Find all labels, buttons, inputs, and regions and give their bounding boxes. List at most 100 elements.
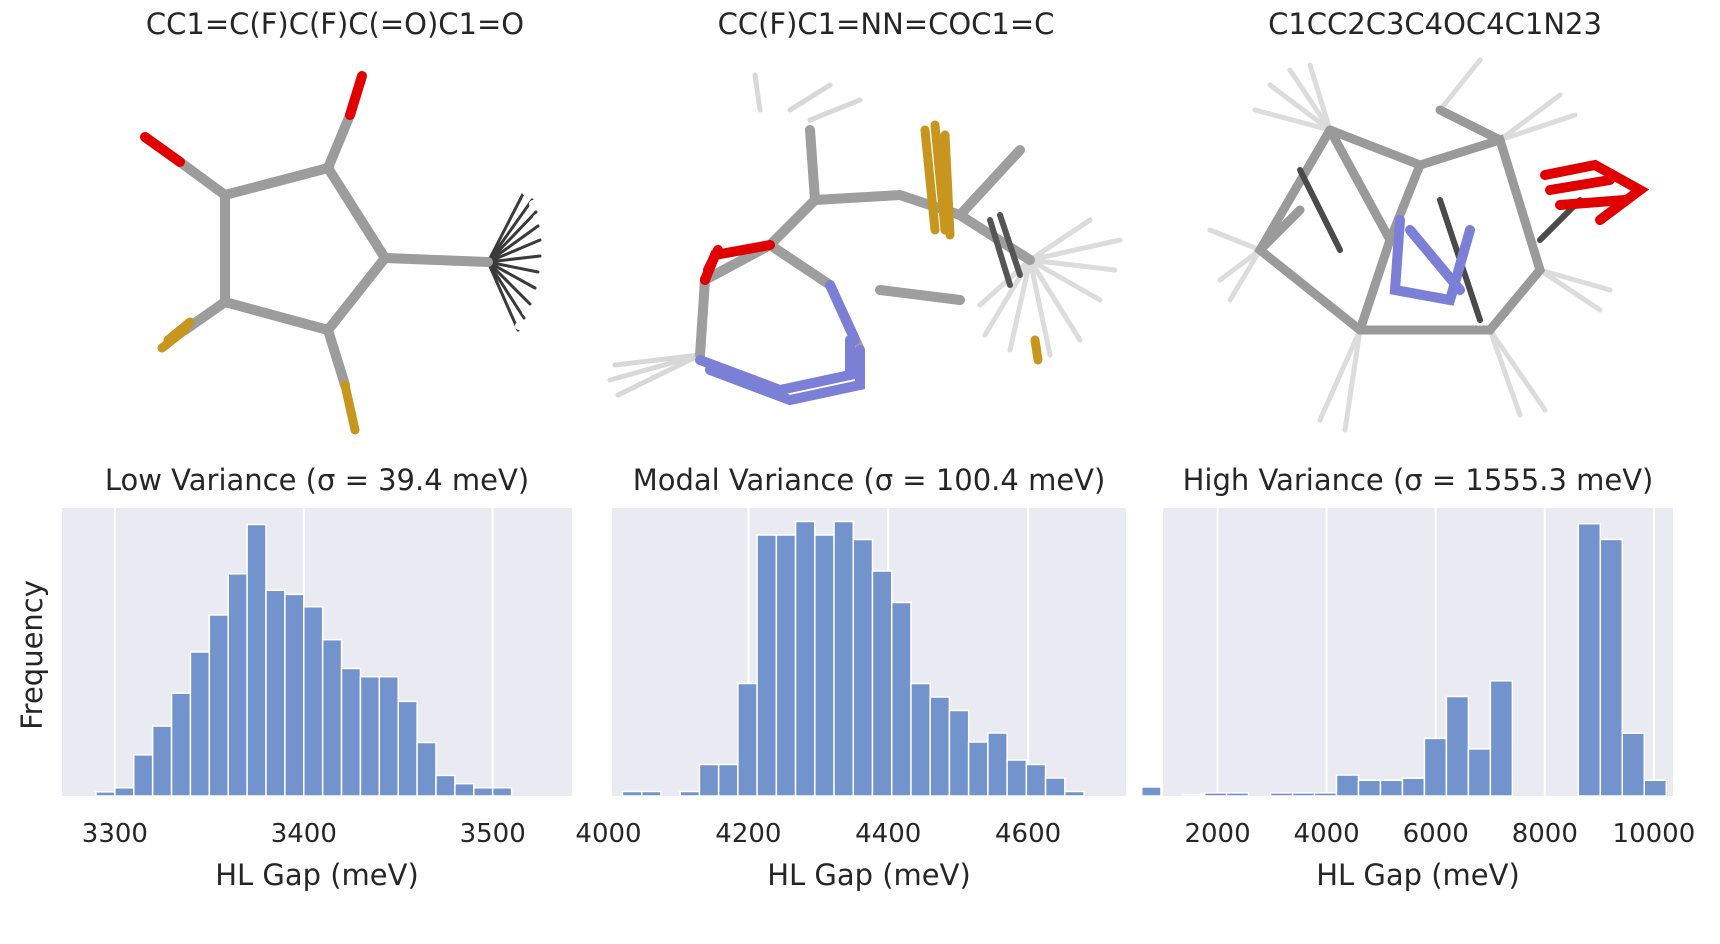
carbon-backbone-dark <box>987 212 1023 288</box>
histogram-bar <box>1379 779 1404 797</box>
histogram-bar <box>1621 732 1646 797</box>
histogram-bar <box>1577 522 1602 797</box>
carbon-backbone <box>1254 105 1546 335</box>
x-tick-label: 4200 <box>715 819 781 849</box>
histogram-bar <box>910 682 931 797</box>
histogram-bar <box>227 573 248 797</box>
histogram-bar <box>1181 793 1206 797</box>
histogram-bar <box>967 741 989 797</box>
histogram-bar <box>948 709 970 797</box>
histogram-bar <box>814 534 835 797</box>
histogram-bar <box>170 692 192 797</box>
histogram-bar <box>987 732 1008 797</box>
nitrogen-bonds <box>1389 215 1475 306</box>
x-tick-label: 4000 <box>575 819 641 849</box>
histogram-bar <box>1203 792 1228 797</box>
x-tick-label: 4400 <box>855 819 921 849</box>
histogram-bar <box>321 638 343 797</box>
fluorine-atoms <box>157 317 360 435</box>
histogram-bar <box>1445 695 1470 797</box>
histogram-bar <box>775 534 797 797</box>
histogram-bar <box>852 538 874 797</box>
histogram-bar <box>679 790 701 797</box>
x-tick-label: 8000 <box>1512 819 1578 849</box>
methyl-hydrogen-fan <box>486 188 542 332</box>
histogram-bar <box>621 790 643 797</box>
histogram-bar <box>265 589 286 797</box>
histogram-bar <box>1291 792 1316 797</box>
histogram-bar <box>208 614 229 797</box>
histogram-bar <box>435 774 456 797</box>
hydrogen-spray <box>1207 57 1613 433</box>
chart-title: Low Variance (σ = 39.4 meV) <box>105 463 529 497</box>
histogram-bar <box>698 763 720 797</box>
histogram-bar <box>794 520 816 797</box>
x-axis-label: HL Gap (meV) <box>767 858 971 892</box>
molecule-title-1: CC1=C(F)C(F)C(=O)C1=O <box>146 7 524 41</box>
histogram-bar <box>1401 777 1426 797</box>
histogram-bar <box>359 675 381 797</box>
y-axis-label: Frequency <box>15 580 49 730</box>
molecule-render-1 <box>140 71 544 435</box>
nitrogen-bonds <box>695 280 865 406</box>
x-tick-label: 4000 <box>1294 819 1360 849</box>
chart-title: High Variance (σ = 1555.3 meV) <box>1183 463 1654 497</box>
x-tick-label: 3400 <box>271 819 337 849</box>
carbonyl-oxygen <box>140 71 367 167</box>
histogram-bar <box>1357 779 1382 797</box>
histogram-bar <box>378 675 399 797</box>
x-tick-label: 3500 <box>460 819 526 849</box>
histogram-bar <box>640 790 662 797</box>
histogram-bar <box>929 696 951 797</box>
histogram-bar <box>1489 680 1514 797</box>
molecule-title-2: CC(F)C1=NN=COC1=C <box>718 7 1055 41</box>
histogram-bar <box>871 570 893 797</box>
x-tick-label: 6000 <box>1403 819 1469 849</box>
histogram-bar <box>737 682 758 797</box>
x-tick-label: 10000 <box>1613 819 1696 849</box>
x-axis-label: HL Gap (meV) <box>215 858 419 892</box>
histogram-bar <box>246 523 267 797</box>
hydrogen-tips <box>515 188 544 330</box>
histogram-bar <box>1064 790 1085 797</box>
histogram-bar <box>1269 792 1294 797</box>
chart-title: Modal Variance (σ = 100.4 meV) <box>633 463 1106 497</box>
x-axis-label: HL Gap (meV) <box>1316 858 1520 892</box>
histogram-low-variance: 3300 3400 3500 Low Variance (σ = 39.4 meV) H… <box>62 463 572 892</box>
histogram-bar <box>1467 748 1492 797</box>
histogram-bar <box>1044 777 1066 797</box>
hydrogen-spray-left <box>607 72 863 398</box>
histogram-bar <box>284 593 305 797</box>
histogram-bar <box>756 534 778 797</box>
x-tick-label: 3300 <box>82 819 148 849</box>
molecule-title-3: C1CC2C3C4OC4C1N23 <box>1268 7 1602 41</box>
histogram-bar <box>151 725 173 797</box>
histogram-bar <box>1643 779 1667 797</box>
histogram-bar <box>416 741 437 797</box>
histogram-bar <box>1599 538 1624 797</box>
histogram-modal-variance: 4000 4200 4400 4600 Modal Variance (σ = 100.… <box>575 463 1162 892</box>
histogram-bar <box>473 787 494 797</box>
histogram-bar <box>1225 792 1250 797</box>
hydrogen-spray-right <box>977 217 1123 358</box>
carbon-backbone <box>695 125 1035 360</box>
histogram-bar <box>340 667 362 797</box>
histogram-bar <box>95 791 116 797</box>
histogram-bar <box>1025 763 1047 797</box>
histogram-bar <box>303 605 324 797</box>
molecule-render-3 <box>1207 57 1650 433</box>
fluorine-bonds <box>920 120 1043 365</box>
histogram-bar <box>1140 786 1162 797</box>
x-tick-label: 4600 <box>995 819 1061 849</box>
oxygen-bonds <box>700 240 775 285</box>
histogram-bar <box>114 787 135 797</box>
histogram-bar <box>491 787 513 797</box>
histogram-bar <box>454 782 475 797</box>
histogram-bar <box>397 700 418 797</box>
histogram-bar <box>1423 737 1448 797</box>
histogram-bar <box>189 651 211 797</box>
molecule-render-2 <box>607 72 1123 406</box>
histogram-bar <box>1335 774 1360 797</box>
histogram-bar <box>1313 792 1338 797</box>
